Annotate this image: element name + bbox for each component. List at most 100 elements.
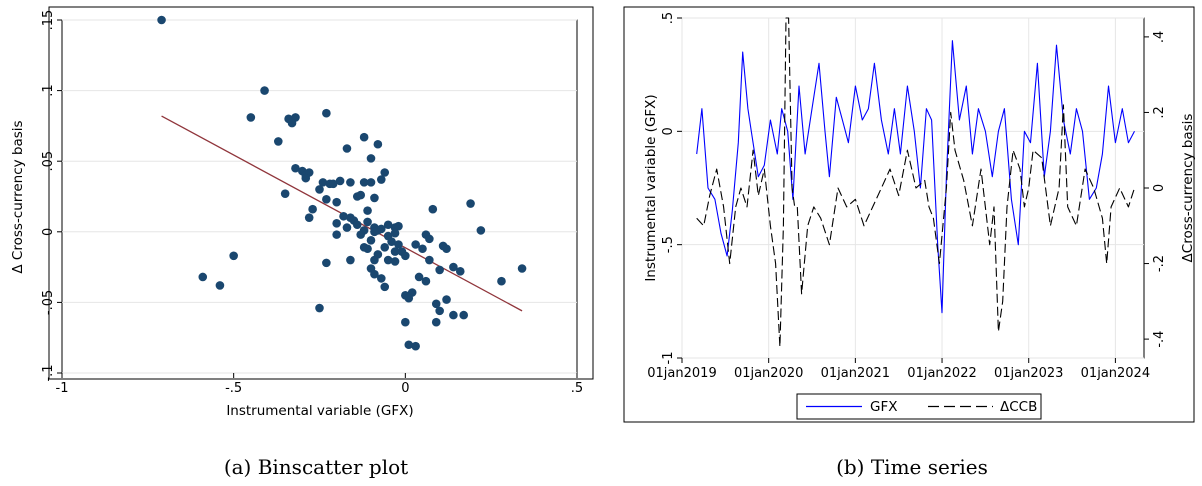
series-line-0 <box>696 40 1135 314</box>
scatter-point <box>366 178 376 187</box>
scatter-point <box>404 340 414 350</box>
scatter-point <box>428 204 438 214</box>
scatter-point <box>322 108 331 118</box>
scatter-point <box>301 173 311 183</box>
panel-b-legend: GFX ΔCCB <box>796 393 1042 420</box>
scatter-point <box>315 303 324 313</box>
y-tick-label: .05 <box>41 151 56 172</box>
x-tick-label: 01jan2023 <box>994 366 1063 381</box>
scatter-point <box>157 15 166 25</box>
scatter-point <box>449 262 458 272</box>
panel-b-y-ticks-right: -.4 -.2 0 .2 .4 <box>1144 31 1167 348</box>
y-tick-label: -.1 <box>41 364 56 381</box>
panel-b-series <box>696 17 1136 348</box>
scatter-point <box>373 139 383 149</box>
scatter-point <box>366 154 376 163</box>
scatter-point <box>394 240 403 249</box>
scatter-point <box>246 113 256 122</box>
scatter-point <box>431 299 441 309</box>
scatter-point <box>332 197 341 207</box>
y-tick-label: -.05 <box>41 290 56 315</box>
scatter-point <box>346 178 355 187</box>
scatter-point <box>414 272 424 282</box>
scatter-point <box>260 86 269 95</box>
panel-a-y-ticks: -.1 -.05 0 .05 .1 .15 <box>41 10 62 382</box>
scatter-point <box>418 244 427 254</box>
scatter-point <box>366 235 376 245</box>
y-tick-label: .1 <box>41 84 56 96</box>
scatter-point <box>332 219 341 228</box>
y-tick-label-right: -.2 <box>1152 255 1167 272</box>
x-tick-label: -1 <box>56 381 69 396</box>
panel-a-grid <box>62 19 577 374</box>
scatter-point <box>380 168 390 177</box>
scatter-point <box>359 132 369 142</box>
scatter-point <box>394 221 403 231</box>
y-tick-label-left: -.5 <box>661 236 676 253</box>
scatter-point <box>380 243 390 252</box>
scatter-point <box>425 234 434 244</box>
x-tick-label: 01jan2024 <box>1081 366 1150 381</box>
scatter-point <box>449 310 458 320</box>
panel-b-plot-area <box>681 17 1145 359</box>
scatter-point <box>352 220 362 230</box>
x-tick-label: .5 <box>571 381 583 396</box>
scatter-point <box>404 293 414 303</box>
x-tick-label: 0 <box>401 381 409 396</box>
scatter-point <box>335 176 345 186</box>
scatter-point <box>411 341 420 351</box>
scatter-point <box>356 230 366 239</box>
y-tick-label: 0 <box>41 228 56 236</box>
scatter-point <box>363 244 372 254</box>
scatter-point <box>401 251 410 261</box>
x-tick-label: 01jan2021 <box>821 366 890 381</box>
scatter-point <box>346 255 355 265</box>
panel-a-plot-area <box>61 19 578 374</box>
scatter-point <box>332 230 341 239</box>
panel-b-ylabel-left: Instrumental variable (GFX) <box>643 94 659 281</box>
y-tick-label-left: .5 <box>661 12 676 24</box>
scatter-point <box>380 282 390 292</box>
scatter-point <box>425 255 434 265</box>
scatter-point <box>318 178 328 187</box>
scatter-point <box>198 272 208 282</box>
scatter-point <box>322 195 331 204</box>
scatter-point <box>383 220 393 230</box>
scatter-point <box>466 199 475 208</box>
scatter-point <box>387 237 396 246</box>
scatter-point <box>215 281 225 290</box>
scatter-point <box>291 163 300 173</box>
scatter-point <box>455 267 465 276</box>
scatter-point <box>411 240 420 249</box>
x-tick-label: 01jan2020 <box>734 366 803 381</box>
scatter-point <box>363 217 372 227</box>
scatter-point <box>377 224 386 234</box>
scatter-point <box>435 265 444 275</box>
scatter-point <box>356 190 366 200</box>
scatter-point <box>383 255 393 265</box>
scatter-point <box>370 193 379 203</box>
x-tick-label: 01jan2019 <box>647 366 716 381</box>
panel-a-points <box>157 15 527 351</box>
legend-label-dccb: ΔCCB <box>1000 399 1037 415</box>
y-tick-label-right: -.4 <box>1152 331 1167 348</box>
scatter-point <box>390 228 400 238</box>
panel-b-x-ticks: 01jan2019 01jan2020 01jan2021 01jan2022 01ja… <box>647 358 1150 381</box>
panel-b-ylabel-right: ΔCross-currency basis <box>1180 114 1196 263</box>
y-tick-label-right: 0 <box>1152 184 1167 192</box>
scatter-point <box>287 118 297 128</box>
scatter-point <box>342 223 352 232</box>
scatter-point <box>363 206 372 215</box>
scatter-point <box>401 317 410 327</box>
scatter-point <box>373 250 383 259</box>
scatter-point <box>377 274 386 283</box>
scatter-point <box>322 258 331 268</box>
scatter-point <box>435 306 444 316</box>
x-tick-label: 01jan2022 <box>907 366 976 381</box>
scatter-point <box>229 251 238 261</box>
scatter-point <box>370 269 379 279</box>
scatter-point <box>308 204 317 214</box>
scatter-point <box>390 247 400 256</box>
scatter-point <box>431 317 441 327</box>
scatter-point <box>442 295 451 304</box>
